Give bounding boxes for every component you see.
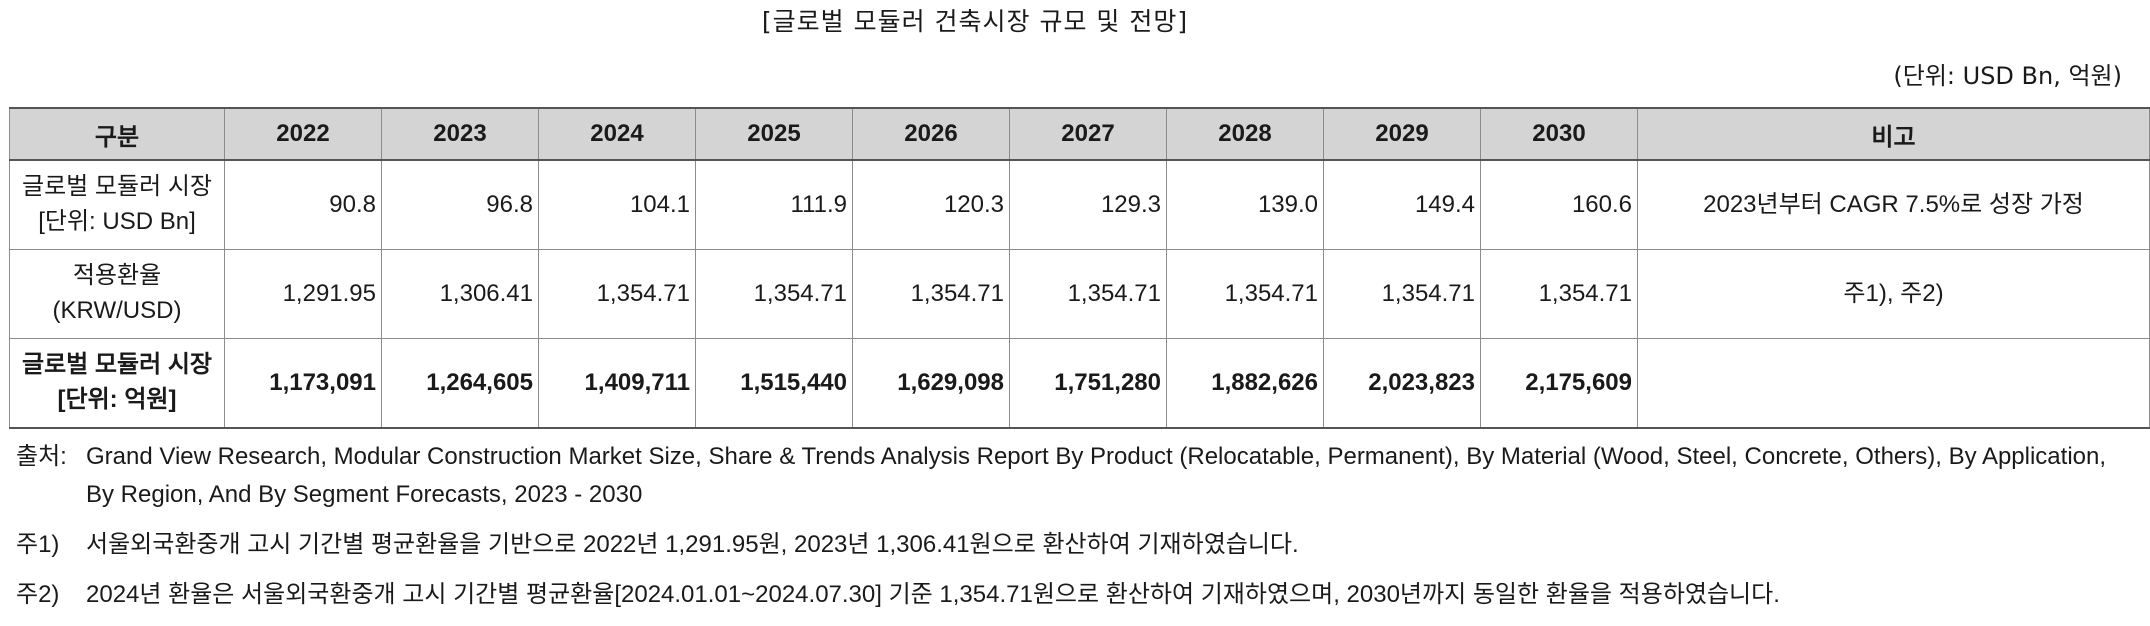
remarks-cell: 주1), 주2) (1637, 249, 2150, 339)
footnotes: 출처: Grand View Research, Modular Constru… (16, 438, 2136, 626)
table-row-market-krw: 글로벌 모듈러 시장 [단위: 억원] 1,173,091 1,264,605 … (9, 338, 2150, 429)
table-title: [글로벌 모듈러 건축시장 규모 및 전망] (761, 7, 1189, 36)
header-cell-2026: 2026 (852, 107, 1010, 161)
table-cell: 139.0 (1166, 159, 1324, 250)
row-label-line2: [단위: USD Bn] (38, 208, 196, 235)
row-label: 글로벌 모듈러 시장 [단위: 억원] (9, 338, 225, 429)
footnote-key: 주1) (16, 531, 60, 558)
table-cell: 104.1 (538, 159, 696, 250)
table-cell: 1,629,098 (852, 338, 1010, 429)
remarks-cell (1637, 338, 2150, 429)
header-cell-2023: 2023 (381, 107, 539, 161)
footnote-2: 주2) 2024년 환율은 서울외국환중개 고시 기간별 평균환율[2024.0… (16, 576, 2136, 614)
table-cell: 1,306.41 (381, 249, 539, 339)
row-label-line1: 글로벌 모듈러 시장 (22, 351, 212, 379)
table-cell: 1,409,711 (538, 338, 696, 429)
header-cell-category: 구분 (9, 107, 225, 161)
footnote-source: 출처: Grand View Research, Modular Constru… (16, 438, 2136, 514)
header-cell-2024: 2024 (538, 107, 696, 161)
footnote-key: 출처: (16, 443, 67, 470)
table-cell: 1,354.71 (1009, 249, 1167, 339)
header-cell-2027: 2027 (1009, 107, 1167, 161)
table-cell: 1,882,626 (1166, 338, 1324, 429)
table-cell: 1,354.71 (852, 249, 1010, 339)
table-cell: 1,354.71 (1166, 249, 1324, 339)
table-cell: 1,354.71 (1323, 249, 1481, 339)
row-label-line2: (KRW/USD) (52, 297, 182, 324)
table-cell: 111.9 (695, 159, 853, 250)
table-cell: 120.3 (852, 159, 1010, 250)
table-cell: 90.8 (224, 159, 382, 250)
row-label: 적용환율 (KRW/USD) (9, 249, 225, 339)
table-cell: 160.6 (1480, 159, 1638, 250)
header-cell-remarks: 비고 (1637, 107, 2150, 161)
header-cell-2025: 2025 (695, 107, 853, 161)
row-label-line1: 글로벌 모듈러 시장 (22, 173, 212, 201)
table-cell: 1,173,091 (224, 338, 382, 429)
table-cell: 1,515,440 (695, 338, 853, 429)
table-cell: 2,175,609 (1480, 338, 1638, 429)
header-cell-2030: 2030 (1480, 107, 1638, 161)
table-cell: 2,023,823 (1323, 338, 1481, 429)
table-cell: 129.3 (1009, 159, 1167, 250)
table-row-exchange-rate: 적용환율 (KRW/USD) 1,291.95 1,306.41 1,354.7… (9, 249, 2150, 339)
footnote-text: 서울외국환중개 고시 기간별 평균환율을 기반으로 2022년 1,291.95… (86, 531, 1299, 558)
market-size-table: 구분 2022 2023 2024 2025 2026 2027 2028 20… (9, 107, 2150, 429)
header-row: 구분 2022 2023 2024 2025 2026 2027 2028 20… (9, 107, 2150, 161)
row-label: 글로벌 모듈러 시장 [단위: USD Bn] (9, 159, 225, 250)
table-cell: 1,354.71 (1480, 249, 1638, 339)
header-cell-2022: 2022 (224, 107, 382, 161)
row-label-line2: [단위: 억원] (57, 386, 177, 413)
unit-label: (단위: USD Bn, 억원) (1893, 62, 2122, 90)
row-label-line1: 적용환율 (72, 262, 162, 290)
table-cell: 1,354.71 (695, 249, 853, 339)
table-row-market-usd: 글로벌 모듈러 시장 [단위: USD Bn] 90.8 96.8 104.1 … (9, 159, 2150, 250)
remarks-cell: 2023년부터 CAGR 7.5%로 성장 가정 (1637, 159, 2150, 250)
footnote-1: 주1) 서울외국환중개 고시 기간별 평균환율을 기반으로 2022년 1,29… (16, 526, 2136, 564)
header-cell-2029: 2029 (1323, 107, 1481, 161)
footnote-key: 주2) (16, 581, 60, 608)
footnote-text: Grand View Research, Modular Constructio… (86, 443, 2107, 508)
table-cell: 1,264,605 (381, 338, 539, 429)
table-cell: 1,291.95 (224, 249, 382, 339)
header-cell-2028: 2028 (1166, 107, 1324, 161)
table-cell: 1,751,280 (1009, 338, 1167, 429)
footnote-text: 2024년 환율은 서울외국환중개 고시 기간별 평균환율[2024.01.01… (86, 581, 1780, 608)
table-cell: 96.8 (381, 159, 539, 250)
table-cell: 149.4 (1323, 159, 1481, 250)
table-cell: 1,354.71 (538, 249, 696, 339)
